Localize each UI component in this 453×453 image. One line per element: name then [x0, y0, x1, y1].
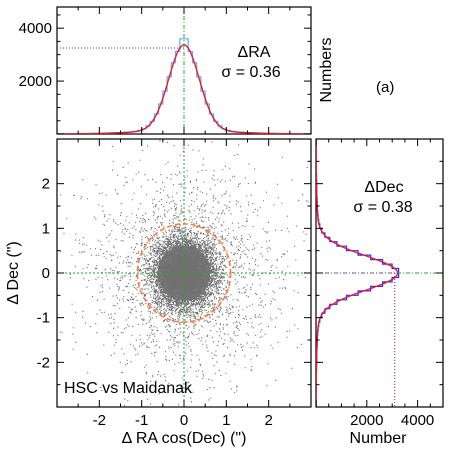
main-x-tick-label: -2 [93, 412, 106, 429]
main-y-tick-label: 2 [42, 176, 50, 193]
top-ylabel: Numbers [318, 38, 335, 103]
scatter-annotation: HSC vs Maidanak [64, 380, 193, 397]
main-y-tick-label: -1 [37, 310, 50, 327]
top-y-tick-label: 2000 [19, 73, 52, 90]
right-x-tick-label: 4000 [401, 412, 434, 429]
top-annotation-title: ΔRA [238, 44, 271, 61]
scatter-dots [59, 140, 309, 407]
right-xlabel: Number [350, 430, 408, 447]
main-y-tick-label: -2 [37, 354, 50, 371]
top-y-tick-label: 4000 [19, 20, 52, 37]
main-x-tick-label: 1 [222, 412, 230, 429]
main-y-tick-label: 0 [42, 265, 50, 282]
axis-ticks: -2 -1 0 1 2 -2 -1 0 1 2 2000 4000 2000 4000 [19, 7, 444, 429]
main-x-tick-label: 2 [264, 412, 272, 429]
scatter-ylabel: Δ Dec (") [5, 241, 22, 304]
scatter-xlabel: Δ RA cos(Dec) (") [122, 430, 247, 447]
sigma-circle [136, 223, 232, 323]
top-annotation-sigma: σ = 0.36 [221, 64, 280, 81]
main-x-tick-label: 0 [180, 412, 188, 429]
main-x-tick-label: -1 [135, 412, 148, 429]
panel-label: (a) [376, 79, 394, 96]
right-x-tick-label: 2000 [350, 412, 383, 429]
right-annotation-title: ΔDec [364, 179, 403, 196]
main-y-tick-label: 1 [42, 220, 50, 237]
right-annotation-sigma: σ = 0.38 [353, 199, 412, 216]
scatter-points [57, 139, 311, 407]
